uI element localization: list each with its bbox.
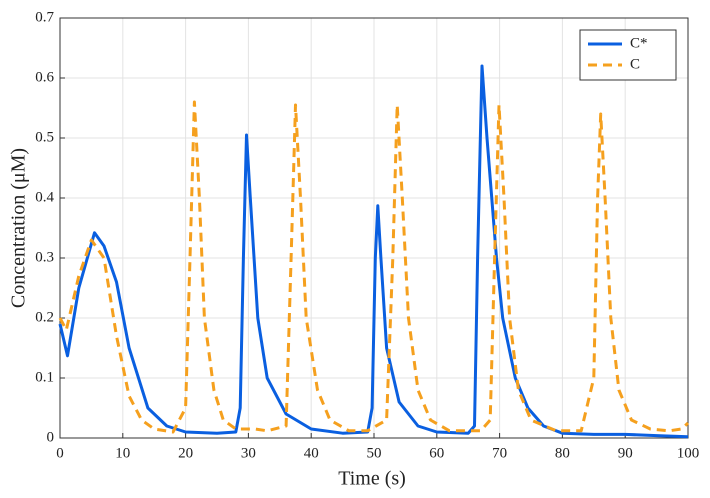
x-axis-label: Time (s) bbox=[338, 468, 406, 490]
y-tick-label: 0.3 bbox=[35, 249, 54, 265]
legend-box bbox=[579, 29, 677, 81]
plot-frame bbox=[59, 17, 689, 439]
series-line bbox=[58, 100, 690, 434]
y-tick-label: 0.4 bbox=[35, 189, 54, 205]
x-tick-label: 60 bbox=[429, 445, 444, 461]
legend-label: C* bbox=[630, 35, 648, 51]
y-tick-label: 0 bbox=[47, 429, 55, 445]
legend-label: C bbox=[630, 56, 640, 72]
x-tick-label: 0 bbox=[56, 445, 64, 461]
x-tick-label: 80 bbox=[555, 445, 570, 461]
x-tick-label: 40 bbox=[304, 445, 319, 461]
series-line bbox=[58, 64, 689, 439]
x-tick-label: 70 bbox=[492, 445, 507, 461]
y-tick-label: 0.5 bbox=[35, 129, 54, 145]
x-tick-label: 90 bbox=[618, 445, 633, 461]
y-tick-label: 0.2 bbox=[35, 309, 54, 325]
y-tick-label: 0.7 bbox=[35, 9, 54, 25]
x-tick-label: 30 bbox=[241, 445, 256, 461]
y-tick-label: 0.1 bbox=[35, 369, 54, 385]
y-axis-label: Concentration (μM) bbox=[8, 148, 30, 308]
y-tick-label: 0.6 bbox=[35, 69, 54, 85]
x-tick-label: 20 bbox=[178, 445, 193, 461]
x-tick-label: 10 bbox=[115, 445, 130, 461]
x-tick-label: 100 bbox=[677, 445, 700, 461]
x-tick-label: 50 bbox=[367, 445, 382, 461]
